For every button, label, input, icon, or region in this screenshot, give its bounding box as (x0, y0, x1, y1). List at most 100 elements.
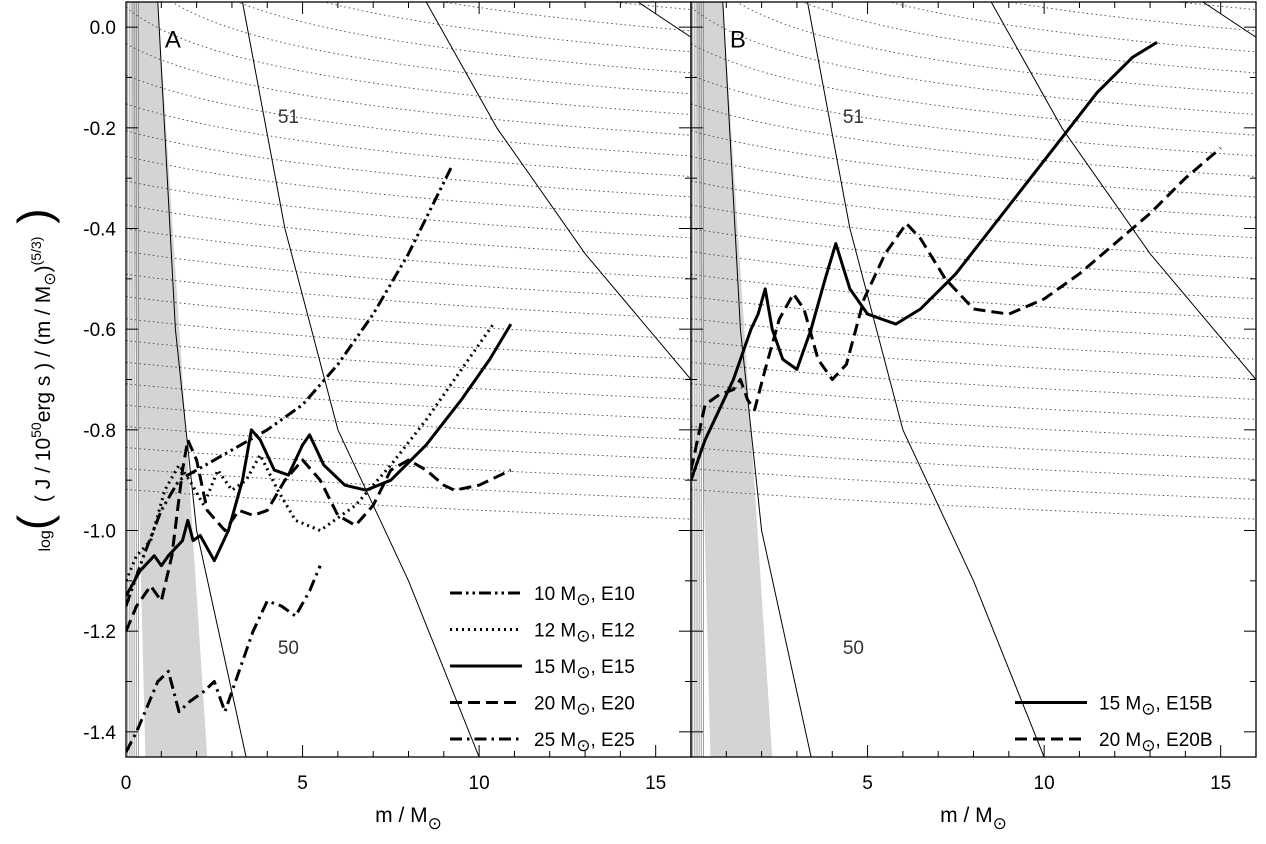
y-axis-title: log( ( J / 1050erg s ) / (m / M⊙)(5/3) ) (8, 208, 60, 551)
legend-model: , E20 (591, 694, 635, 715)
contour-dotted (691, 6, 1256, 115)
x-axis-title: m / M⊙ (375, 804, 442, 833)
x-tick-label: 5 (862, 773, 873, 794)
x-axis-title-text: m / M (375, 804, 428, 827)
legend-mass: 20 M (1099, 730, 1141, 751)
y-axis-title-part: log (37, 530, 54, 551)
contour-solid (637, 2, 691, 38)
contour-dotted (691, 155, 1256, 218)
sun-symbol-icon: ⊙ (428, 814, 442, 833)
contour-dotted (126, 340, 691, 380)
x-tick-label: 10 (469, 773, 490, 794)
contour-dotted (322, 2, 691, 53)
contour-dotted (691, 318, 1256, 360)
x-tick-label: 10 (1034, 773, 1055, 794)
legend-entry: 20 M⊙, E20B (1099, 730, 1213, 755)
y-axis-title-part: 50 (28, 422, 44, 438)
legend-model: , E20B (1156, 730, 1213, 751)
contour-dotted (736, 2, 1256, 95)
x-axis-title-text: m / M (940, 804, 993, 827)
series-line (126, 167, 453, 607)
contour-label-51: 51 (843, 107, 864, 128)
contour-dotted (691, 404, 1256, 440)
y-tick-label: -1.0 (83, 522, 116, 543)
legend-entry: 12 M⊙, E12 (534, 621, 635, 646)
y-axis-title-part: (5/3) (28, 237, 44, 266)
contour-dotted (126, 296, 691, 340)
contour-label-50: 50 (278, 638, 299, 659)
contour-dotted (171, 2, 691, 95)
sun-symbol-icon: ⊙ (576, 700, 590, 719)
y-tick-label: 0.0 (90, 18, 116, 39)
y-tick-label: -0.8 (83, 421, 116, 442)
panel-a-plot (126, 2, 691, 757)
contour-dotted (1006, 2, 1256, 32)
contour-dotted (126, 404, 691, 440)
contour-dotted (691, 228, 1256, 279)
contour-solid (157, 2, 247, 757)
contour-dotted (126, 251, 691, 300)
contour-label-51: 51 (278, 107, 299, 128)
legend-entry: 15 M⊙, E15B (1099, 694, 1213, 719)
panel-frame (690, 1, 1257, 758)
x-tick-label: 15 (645, 773, 666, 794)
sun-symbol-icon: ⊙ (993, 814, 1007, 833)
legend-model: , E10 (591, 584, 635, 605)
sun-symbol-icon: ⊙ (1141, 736, 1155, 755)
contour-dotted (691, 468, 1256, 500)
contour-solid (807, 2, 1045, 757)
x-tick-label: 0 (121, 773, 132, 794)
legend-entry: 15 M⊙, E15 (534, 657, 635, 682)
legend-entry: 20 M⊙, E20 (534, 694, 635, 719)
contour-solid (425, 2, 691, 380)
y-axis-title-part: ) (32, 265, 55, 272)
contour-solid (722, 2, 812, 757)
series-line (126, 438, 512, 632)
contour-dotted (126, 6, 691, 115)
panel-letter: B (730, 26, 746, 53)
contour-dotted (126, 383, 691, 420)
y-tick-label: -1.4 (83, 723, 116, 744)
y-tick-label: -1.2 (83, 622, 116, 643)
sun-symbol-icon: ⊙ (576, 736, 590, 755)
contour-dotted (691, 180, 1256, 239)
y-axis-title-part: ⊙ (42, 272, 59, 285)
legend-model: , E15 (591, 657, 635, 678)
contour-dotted (691, 425, 1256, 460)
sun-symbol-icon: ⊙ (1141, 700, 1155, 719)
contour-dotted (126, 228, 691, 279)
contour-dotted (691, 361, 1256, 400)
contour-dotted (887, 2, 1256, 53)
legend-mass: 25 M (534, 730, 576, 751)
panel-frame (125, 1, 692, 758)
legend-entry: 10 M⊙, E10 (534, 584, 635, 609)
y-axis-title-part: ( J / 10 (32, 438, 55, 502)
legend-mass: 15 M (534, 657, 576, 678)
contour-dotted (691, 130, 1256, 198)
contour-label-50: 50 (843, 638, 864, 659)
contour-dotted (126, 204, 691, 259)
sun-symbol-icon: ⊙ (576, 663, 590, 682)
x-axis-title: m / M⊙ (940, 804, 1007, 833)
x-tick-label: 15 (1210, 773, 1231, 794)
contour-dotted (126, 180, 691, 239)
contour-dotted (236, 2, 691, 74)
contour-dotted (126, 74, 691, 157)
contour-dotted (691, 273, 1256, 320)
x-tick-label: 5 (297, 773, 308, 794)
contour-dotted (691, 489, 1256, 520)
legend-model: , E12 (591, 621, 635, 642)
panel-b-plot (691, 2, 1256, 757)
legend-mass: 10 M (534, 584, 576, 605)
contour-dotted (126, 318, 691, 360)
y-tick-label: -0.4 (83, 220, 116, 241)
legend-mass: 15 M (1099, 694, 1141, 715)
contour-dotted (126, 273, 691, 320)
contour-dotted (691, 103, 1256, 177)
contour-dotted (691, 204, 1256, 259)
series-line (691, 146, 1222, 471)
y-axis-title-part: erg s ) / (m / M (32, 286, 55, 423)
series-line (126, 565, 322, 753)
